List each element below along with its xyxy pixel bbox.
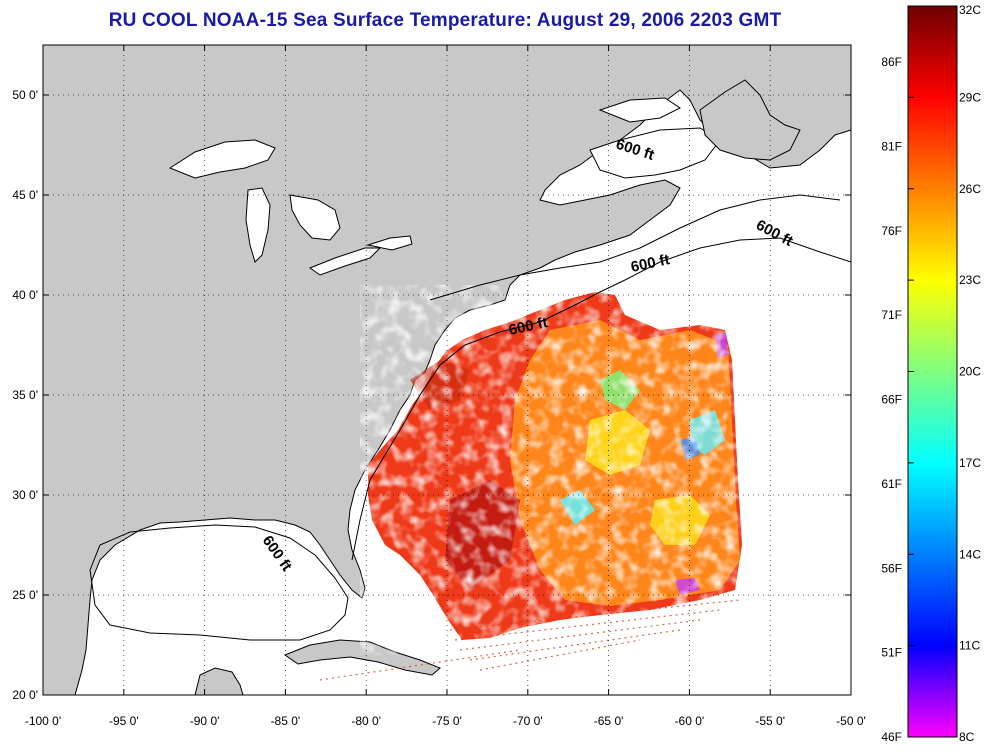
colorbar-celsius-label: 32C [959, 3, 981, 17]
lake-huron [289, 194, 341, 241]
lon-tick-label: -60 0' [675, 714, 705, 728]
lon-tick-label: -50 0' [836, 714, 866, 728]
map-title: RU COOL NOAA-15 Sea Surface Temperature:… [108, 10, 782, 31]
land-newfoundland [699, 79, 801, 161]
gulf-st-lawrence [589, 127, 721, 179]
lat-tick-label: 30 0' [12, 488, 38, 502]
lat-tick-label: 45 0' [12, 188, 38, 202]
colorbar-celsius-label: 20C [959, 365, 981, 379]
colorbar-fahrenheit-label: 66F [881, 393, 902, 407]
graticule [43, 45, 851, 695]
land-yucatan [194, 667, 244, 695]
lat-tick-label: 40 0' [12, 288, 38, 302]
colorbar-celsius-label: 29C [959, 90, 981, 104]
lon-tick-label: -95 0' [109, 714, 139, 728]
lon-tick-label: -75 0' [432, 714, 462, 728]
lon-tick-label: -85 0' [271, 714, 301, 728]
lon-tick-label: -100 0' [25, 714, 61, 728]
colorbar-celsius-label: 17C [959, 456, 981, 470]
lake-ontario [366, 235, 413, 251]
lake-superior [168, 139, 276, 179]
colorbar-celsius-label: 14C [959, 547, 981, 561]
lat-tick-label: 20 0' [12, 688, 38, 702]
colorbar-fahrenheit-label: 46F [881, 730, 902, 744]
lake-erie [308, 247, 382, 276]
axis-ticks: -100 0' -95 0' -90 0' -85 0' -80 0' -75 0' -70… [12, 45, 866, 728]
colorbar-fahrenheit-label: 86F [881, 55, 902, 69]
colorbar-celsius-label: 23C [959, 273, 981, 287]
lat-tick-label: 25 0' [12, 588, 38, 602]
lon-tick-label: -80 0' [351, 714, 381, 728]
colorbar-fahrenheit-label: 81F [881, 139, 902, 153]
colorbar-fahrenheit-label: 56F [881, 561, 902, 575]
lake-michigan [245, 187, 271, 263]
colorbar [907, 5, 958, 738]
colorbar-fahrenheit-label: 51F [881, 646, 902, 660]
colorbar-fahrenheit-label: 71F [881, 308, 902, 322]
lon-tick-label: -90 0' [190, 714, 220, 728]
colorbar-celsius-label: 11C [959, 639, 980, 653]
colorbar-celsius-label: 26C [959, 182, 981, 196]
colorbar-fahrenheit-label: 61F [881, 477, 902, 491]
land-cuba [283, 639, 441, 676]
lat-tick-label: 50 0' [12, 88, 38, 102]
colorbar-fahrenheit-label: 76F [881, 224, 902, 238]
colorbar-celsius-label: 8C [959, 730, 975, 744]
lon-tick-label: -70 0' [513, 714, 543, 728]
lon-tick-label: -55 0' [755, 714, 785, 728]
colorbar-labels: 32C 29C 26C 23C 20C 17C 14C 11C 8C 86F 81F 76F 71F 66… [881, 3, 981, 744]
hudson-bay-inlet [598, 97, 681, 123]
sst-swath [319, 285, 750, 681]
lat-tick-label: 35 0' [12, 388, 38, 402]
lon-tick-label: -65 0' [594, 714, 624, 728]
depth-contour-600ft [89, 194, 851, 641]
